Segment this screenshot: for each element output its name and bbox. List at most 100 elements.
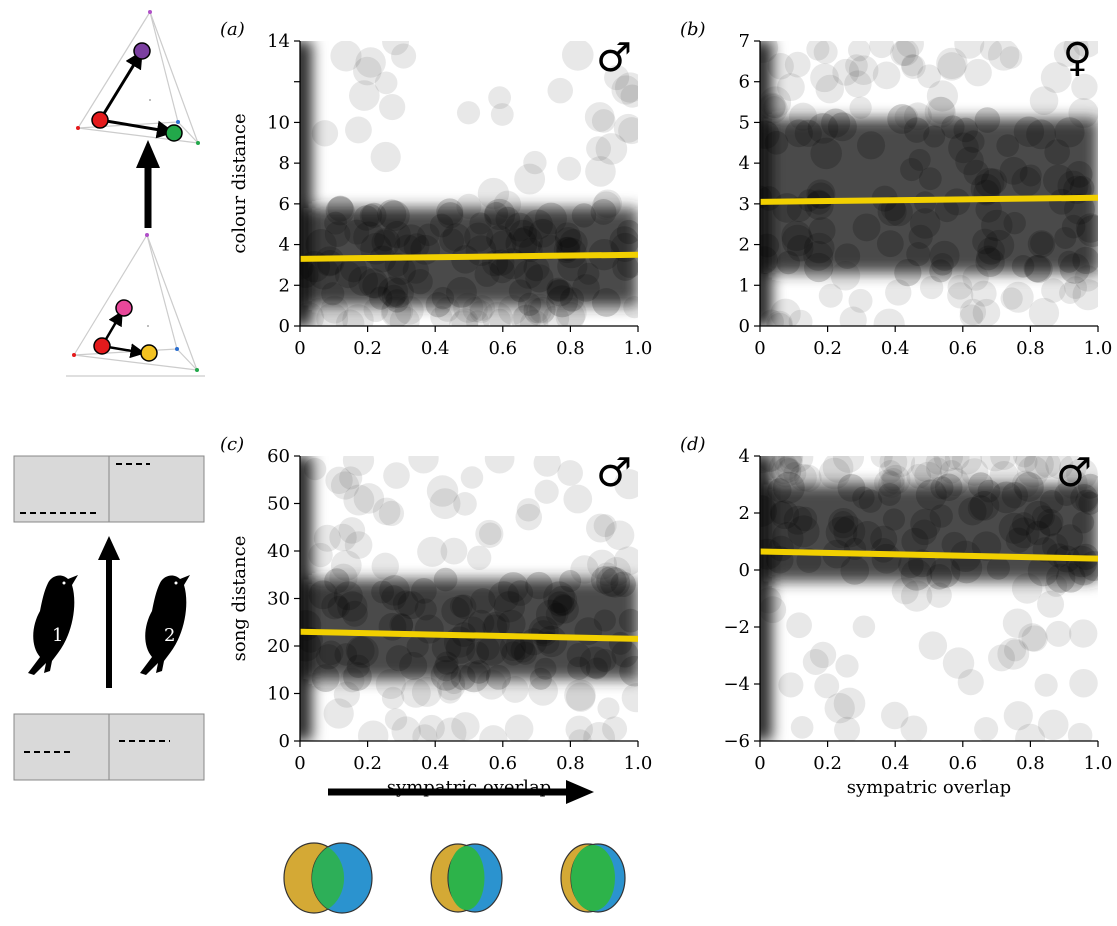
data-point <box>1042 164 1075 196</box>
data-point <box>557 251 588 282</box>
data-point <box>590 566 619 594</box>
data-point <box>481 302 513 326</box>
data-point <box>923 125 946 148</box>
data-point <box>327 195 354 222</box>
y-axis-label: song distance <box>229 536 250 662</box>
data-point <box>772 522 804 554</box>
data-point <box>565 682 596 712</box>
data-point <box>619 655 638 687</box>
data-point <box>777 73 805 102</box>
data-point <box>609 226 638 257</box>
data-point <box>1024 254 1053 283</box>
data-point <box>535 202 567 235</box>
y-tick-label: 5 <box>739 112 750 133</box>
data-point <box>469 212 492 235</box>
data-point <box>514 259 544 289</box>
data-point <box>760 456 784 473</box>
data-point <box>435 717 467 741</box>
data-point <box>1040 62 1072 93</box>
data-point <box>570 555 599 584</box>
data-point <box>613 546 638 576</box>
data-point <box>339 667 365 693</box>
data-point <box>760 456 786 472</box>
venn-high-overlap <box>560 843 626 913</box>
data-point <box>377 276 409 307</box>
data-point <box>1065 160 1093 188</box>
data-point <box>760 120 780 149</box>
data-point <box>430 660 462 691</box>
data-point <box>1030 231 1054 256</box>
data-point <box>1021 625 1048 652</box>
data-point <box>596 566 627 597</box>
data-point <box>1057 170 1089 202</box>
data-point <box>585 156 616 187</box>
data-point <box>1065 545 1098 578</box>
data-point <box>1008 517 1040 549</box>
colour-schematic <box>66 10 205 377</box>
data-point <box>980 456 1011 472</box>
data-point <box>951 552 983 584</box>
data-point <box>300 262 319 289</box>
data-point <box>1059 281 1082 304</box>
data-point <box>321 592 349 620</box>
data-point <box>449 594 473 618</box>
data-point <box>808 217 836 245</box>
data-point <box>936 47 968 80</box>
data-point <box>806 41 830 61</box>
data-point <box>449 310 479 326</box>
data-point <box>906 463 932 489</box>
data-point <box>1011 470 1039 498</box>
data-point <box>792 506 818 532</box>
density-band <box>760 484 1098 582</box>
data-point <box>896 41 924 58</box>
bird-2-icon: 2 <box>140 575 190 675</box>
data-point <box>1026 119 1056 150</box>
data-point <box>577 262 600 285</box>
data-point <box>333 581 363 611</box>
data-point <box>337 591 368 622</box>
data-point <box>355 47 386 78</box>
x-tick-label: 1.0 <box>624 753 653 774</box>
data-point <box>391 43 417 69</box>
data-point <box>489 257 515 284</box>
bird-1-icon: 1 <box>28 575 78 675</box>
data-point <box>357 720 389 741</box>
data-point <box>980 168 1008 195</box>
data-point <box>786 234 814 262</box>
data-point <box>760 309 784 326</box>
density-band <box>300 579 638 680</box>
data-point <box>778 672 804 698</box>
data-point <box>410 577 437 604</box>
data-point <box>315 644 342 670</box>
data-point <box>456 193 482 219</box>
data-point <box>803 240 834 271</box>
data-point <box>442 223 471 252</box>
data-point <box>329 523 357 552</box>
data-point <box>1023 500 1054 531</box>
data-point <box>429 488 461 520</box>
data-point <box>559 229 588 258</box>
data-point <box>324 211 348 235</box>
sex-symbol-icon: ♂ <box>596 35 632 81</box>
data-point <box>852 615 876 638</box>
data-point <box>783 461 807 486</box>
up-arrow-icon <box>136 140 160 168</box>
data-point <box>901 54 924 77</box>
data-point <box>488 86 512 110</box>
data-point <box>1069 619 1098 648</box>
data-point <box>772 471 805 504</box>
data-point <box>1005 527 1032 553</box>
x-tick-label: 0 <box>754 338 765 359</box>
data-point <box>1072 511 1095 534</box>
data-point <box>379 200 410 232</box>
data-point <box>614 72 638 103</box>
data-point <box>611 640 638 668</box>
data-point <box>592 191 621 220</box>
data-point <box>926 564 953 590</box>
data-point <box>840 556 870 585</box>
data-point <box>760 246 778 274</box>
data-point <box>417 223 440 247</box>
bird-1-label: 1 <box>52 625 63 646</box>
data-point <box>939 459 964 484</box>
data-point <box>495 206 521 232</box>
